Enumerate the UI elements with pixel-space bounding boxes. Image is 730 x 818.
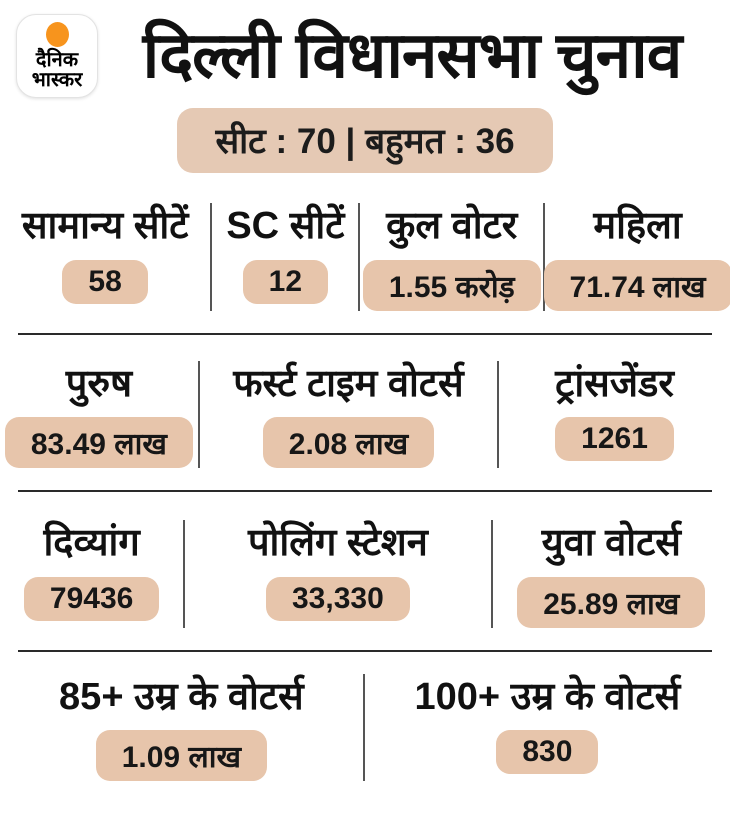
stat-cell-total-voters: कुल वोटर 1.55 करोड़ bbox=[358, 203, 543, 311]
header: दैनिक भास्कर दिल्ली विधानसभा चुनाव bbox=[0, 0, 730, 98]
stat-cell-polling-stations: पोलिंग स्टेशन 33,330 bbox=[183, 520, 490, 628]
stat-label: SC सीटें bbox=[226, 205, 345, 247]
banner-wrap: सीट : 70 | बहुमत : 36 bbox=[0, 108, 730, 173]
stat-value-badge: 83.49 लाख bbox=[4, 417, 193, 468]
stat-label: महिला bbox=[593, 205, 682, 247]
stat-value-badge: 58 bbox=[62, 259, 148, 304]
stat-label: दिव्यांग bbox=[43, 522, 140, 564]
stat-cell-85plus-voters: 85+ उम्र के वोटर्स 1.09 लाख bbox=[0, 674, 363, 781]
stat-cell-young-voters: युवा वोटर्स 25.89 लाख bbox=[490, 520, 730, 628]
stats-row-3: दिव्यांग 79436 पोलिंग स्टेशन 33,330 युवा… bbox=[0, 520, 730, 628]
stat-cell-male-voters: पुरुष 83.49 लाख bbox=[0, 361, 198, 468]
dainik-bhaskar-logo: दैनिक भास्कर bbox=[16, 14, 98, 98]
stat-cell-general-seats: सामान्य सीटें 58 bbox=[0, 203, 210, 311]
stat-value-badge: 33,330 bbox=[266, 576, 410, 621]
stat-cell-divyang-voters: दिव्यांग 79436 bbox=[0, 520, 183, 628]
stat-cell-sc-seats: SC सीटें 12 bbox=[210, 203, 358, 311]
divider-line-2 bbox=[18, 490, 712, 492]
stat-value-badge: 79436 bbox=[23, 576, 160, 621]
logo-text-line1: दैनिक bbox=[35, 48, 79, 71]
stat-value-badge: 12 bbox=[242, 259, 329, 304]
stats-grid: सामान्य सीटें 58 SC सीटें 12 कुल वोटर 1.… bbox=[0, 203, 730, 781]
stat-value-badge: 830 bbox=[496, 730, 599, 774]
stat-value-badge: 25.89 लाख bbox=[517, 576, 706, 628]
seats-majority-banner: सीट : 70 | बहुमत : 36 bbox=[177, 108, 553, 173]
stat-value-badge: 1261 bbox=[555, 417, 674, 461]
stat-cell-first-time-voters: फर्स्ट टाइम वोटर्स 2.08 लाख bbox=[197, 360, 497, 468]
stat-cell-female-voters: महिला 71.74 लाख bbox=[543, 203, 730, 311]
divider-line-1 bbox=[18, 332, 712, 335]
stat-label: ट्रांसजेंडर bbox=[555, 362, 674, 405]
stat-label: सामान्य सीटें bbox=[21, 205, 189, 247]
stat-label: कुल वोटर bbox=[386, 205, 518, 247]
stat-value-badge: 2.08 लाख bbox=[262, 417, 435, 468]
stat-value-badge: 1.55 करोड़ bbox=[362, 259, 541, 311]
page-title: दिल्ली विधानसभा चुनाव bbox=[142, 19, 683, 92]
stat-label: फर्स्ट टाइम वोटर्स bbox=[233, 362, 464, 405]
stats-row-4: 85+ उम्र के वोटर्स 1.09 लाख 100+ उम्र के… bbox=[0, 673, 730, 781]
stats-row-2: पुरुष 83.49 लाख फर्स्ट टाइम वोटर्स 2.08 … bbox=[0, 360, 730, 468]
stat-cell-transgender-voters: ट्रांसजेंडर 1261 bbox=[497, 360, 730, 468]
stat-label: 100+ उम्र के वोटर्स bbox=[414, 675, 681, 718]
stat-label: 85+ उम्र के वोटर्स bbox=[59, 675, 304, 718]
stat-value-badge: 71.74 लाख bbox=[543, 259, 730, 311]
sun-icon bbox=[45, 21, 69, 47]
stat-label: युवा वोटर्स bbox=[541, 522, 681, 564]
stat-value-badge: 1.09 लाख bbox=[95, 730, 268, 781]
stat-cell-100plus-voters: 100+ उम्र के वोटर्स 830 bbox=[362, 673, 730, 781]
divider-line-3 bbox=[18, 649, 712, 652]
logo-text-line2: भास्कर bbox=[31, 69, 83, 91]
stat-label: पुरुष bbox=[65, 362, 133, 405]
stats-row-1: सामान्य सीटें 58 SC सीटें 12 कुल वोटर 1.… bbox=[0, 203, 730, 311]
stat-label: पोलिंग स्टेशन bbox=[247, 522, 428, 564]
